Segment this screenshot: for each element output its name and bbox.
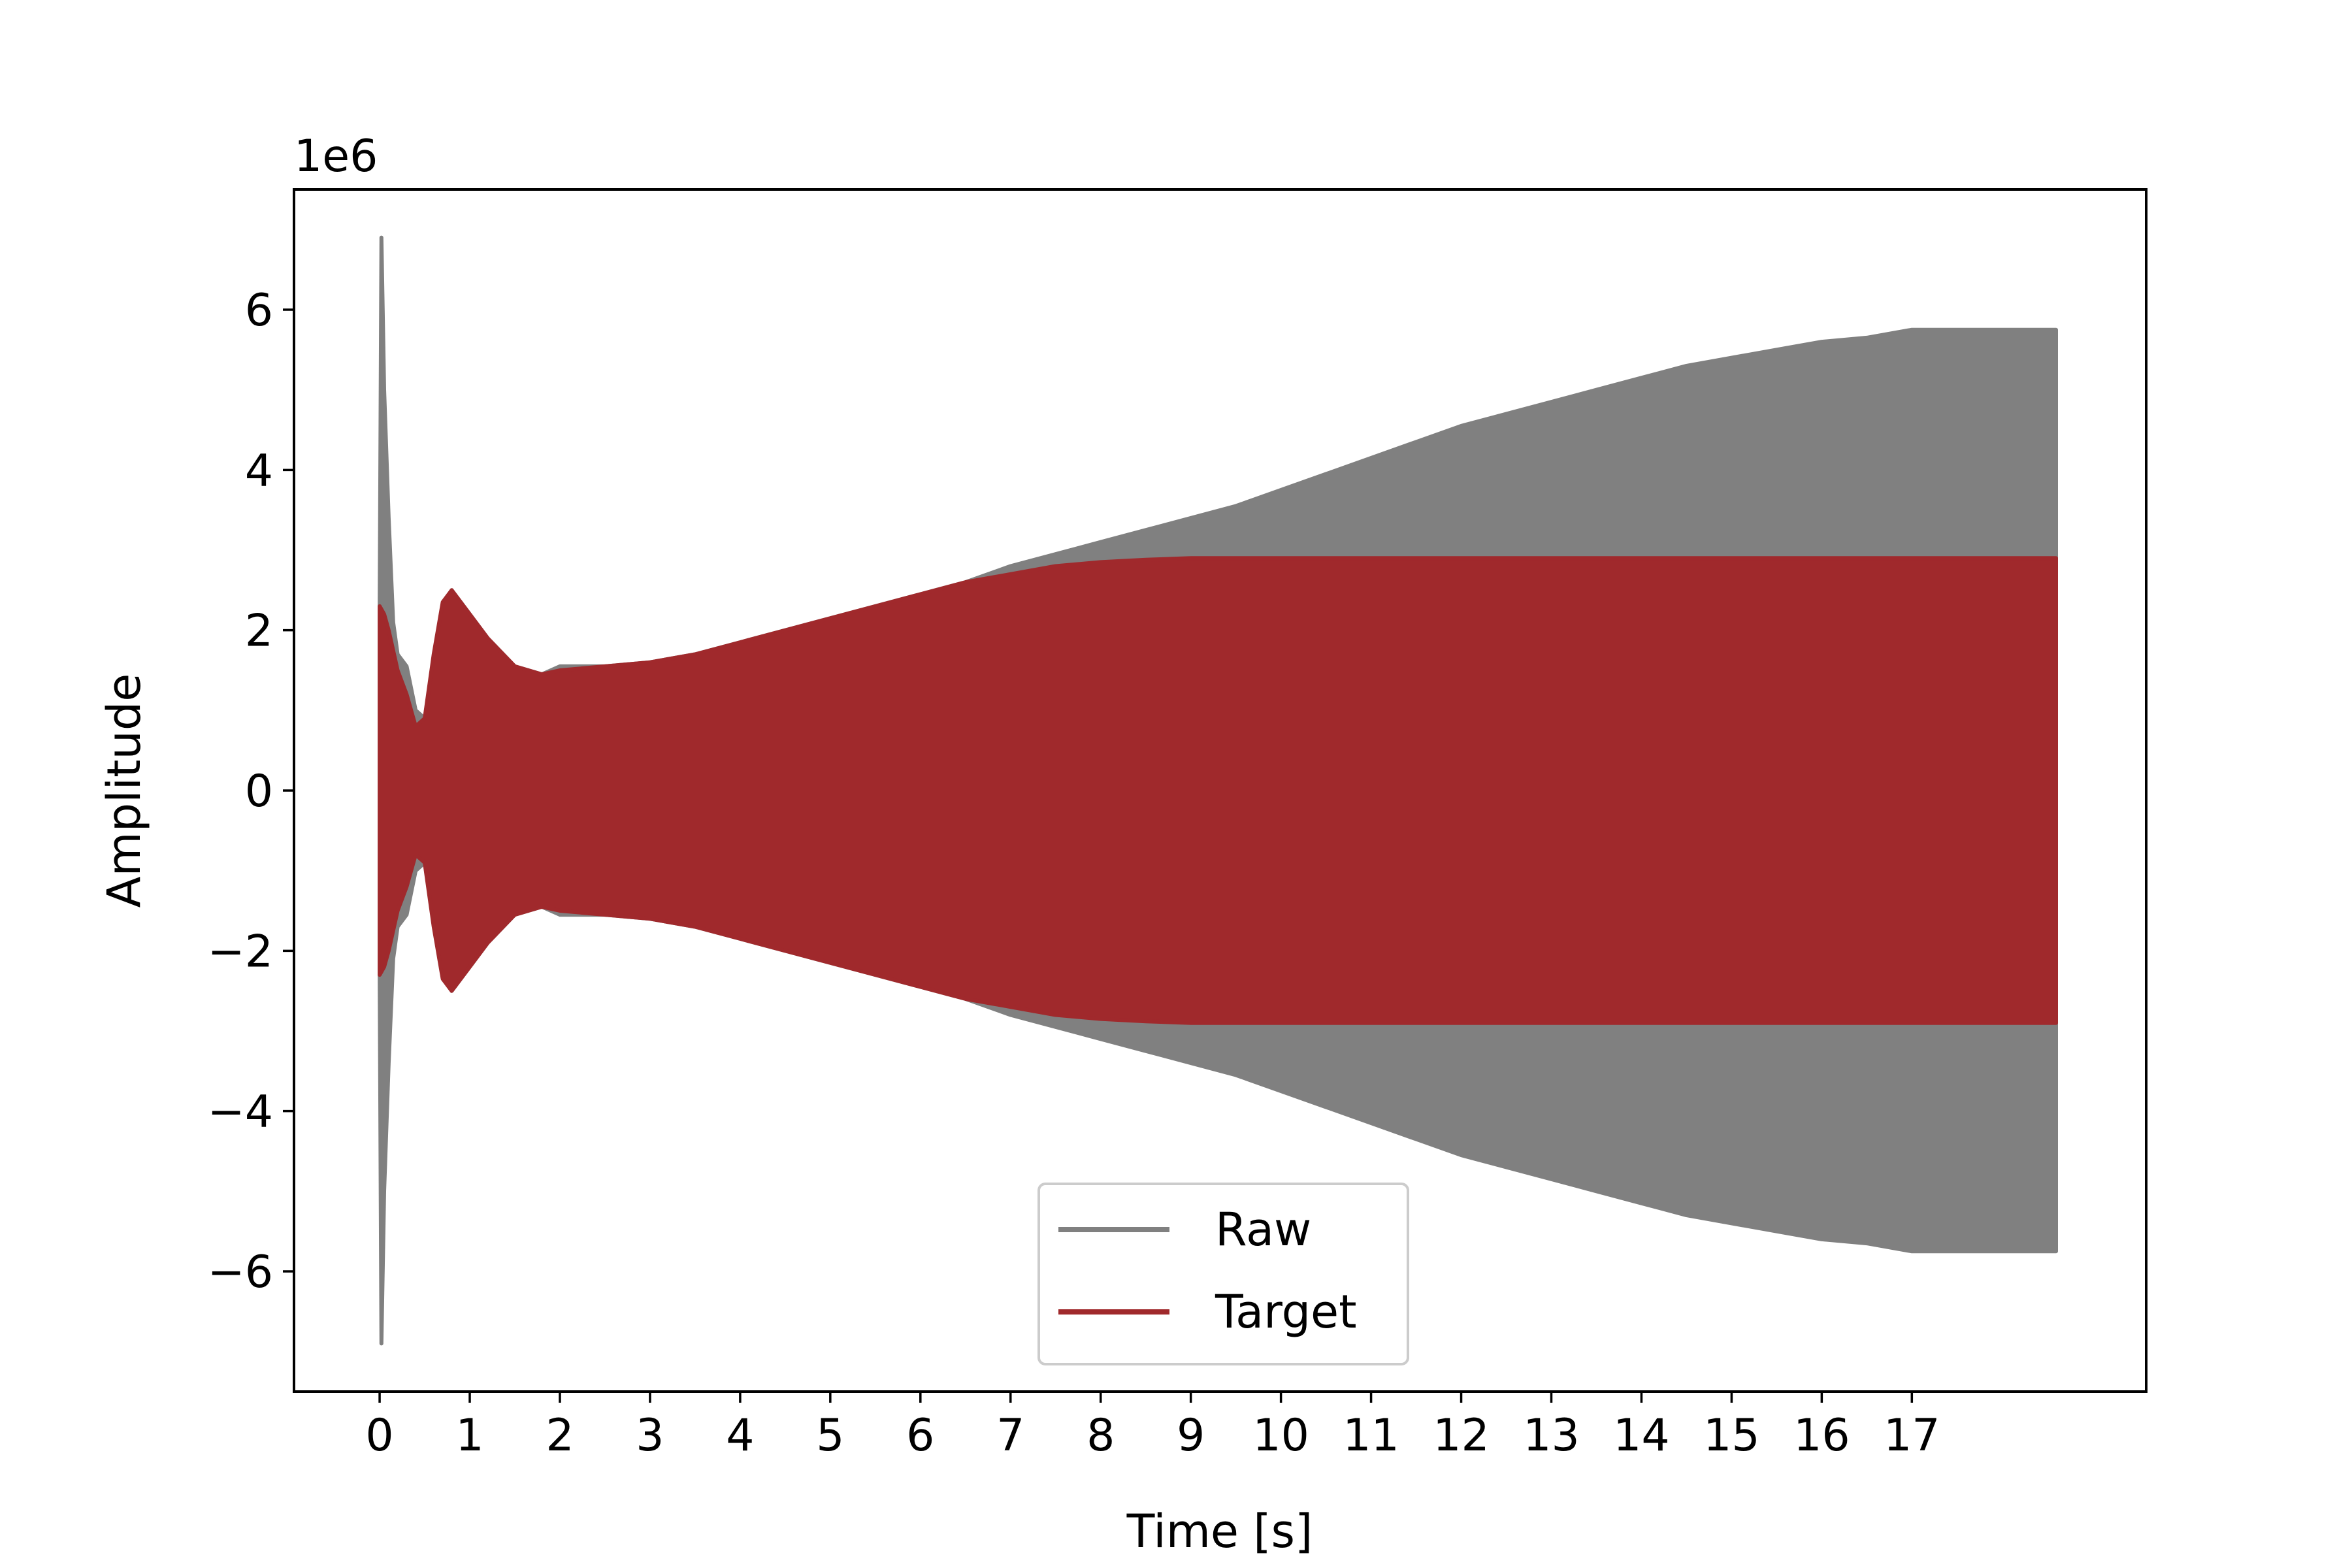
series-target-band [378, 556, 2058, 1025]
x-tick-label: 0 [365, 1410, 393, 1462]
x-tick-label: 6 [906, 1410, 934, 1462]
y-tick-label: −6 [208, 1247, 273, 1298]
y-tick-label: 2 [245, 606, 273, 657]
x-tick-label: 5 [816, 1410, 844, 1462]
y-tick-label: 0 [245, 766, 273, 817]
x-tick-label: 2 [546, 1410, 574, 1462]
x-tick-label: 15 [1703, 1410, 1760, 1462]
x-tick-label: 10 [1252, 1410, 1309, 1462]
y-axis: −6 −4 −2 0 2 4 6 [208, 285, 294, 1298]
x-tick-label: 14 [1613, 1410, 1670, 1462]
legend: Raw Target [1037, 1183, 1409, 1365]
y-axis-label: Amplitude [97, 674, 151, 908]
x-tick-label: 11 [1343, 1410, 1399, 1462]
x-tick-label: 7 [996, 1410, 1024, 1462]
x-tick-label: 8 [1086, 1410, 1115, 1462]
x-axis: 0 1 2 3 4 5 6 7 8 9 10 11 12 13 14 15 16 17 [365, 1392, 1940, 1462]
y-tick-label: 6 [245, 285, 273, 336]
y-tick-label: −4 [208, 1086, 273, 1138]
x-tick-label: 16 [1793, 1410, 1850, 1462]
y-tick-label: −2 [208, 926, 273, 977]
x-tick-label: 3 [636, 1410, 664, 1462]
y-tick-label: 4 [245, 445, 273, 497]
y-offset-label: 1e6 [294, 131, 378, 182]
x-tick-label: 9 [1177, 1410, 1205, 1462]
x-tick-label: 13 [1523, 1410, 1580, 1462]
x-tick-label: 1 [455, 1410, 483, 1462]
legend-label-target: Target [1215, 1285, 1357, 1339]
x-tick-label: 4 [726, 1410, 754, 1462]
x-tick-label: 12 [1433, 1410, 1490, 1462]
x-tick-label: 17 [1884, 1410, 1940, 1462]
series-layer [378, 235, 2058, 1346]
x-axis-label: Time [s] [1126, 1505, 1313, 1558]
legend-label-raw: Raw [1215, 1203, 1311, 1256]
